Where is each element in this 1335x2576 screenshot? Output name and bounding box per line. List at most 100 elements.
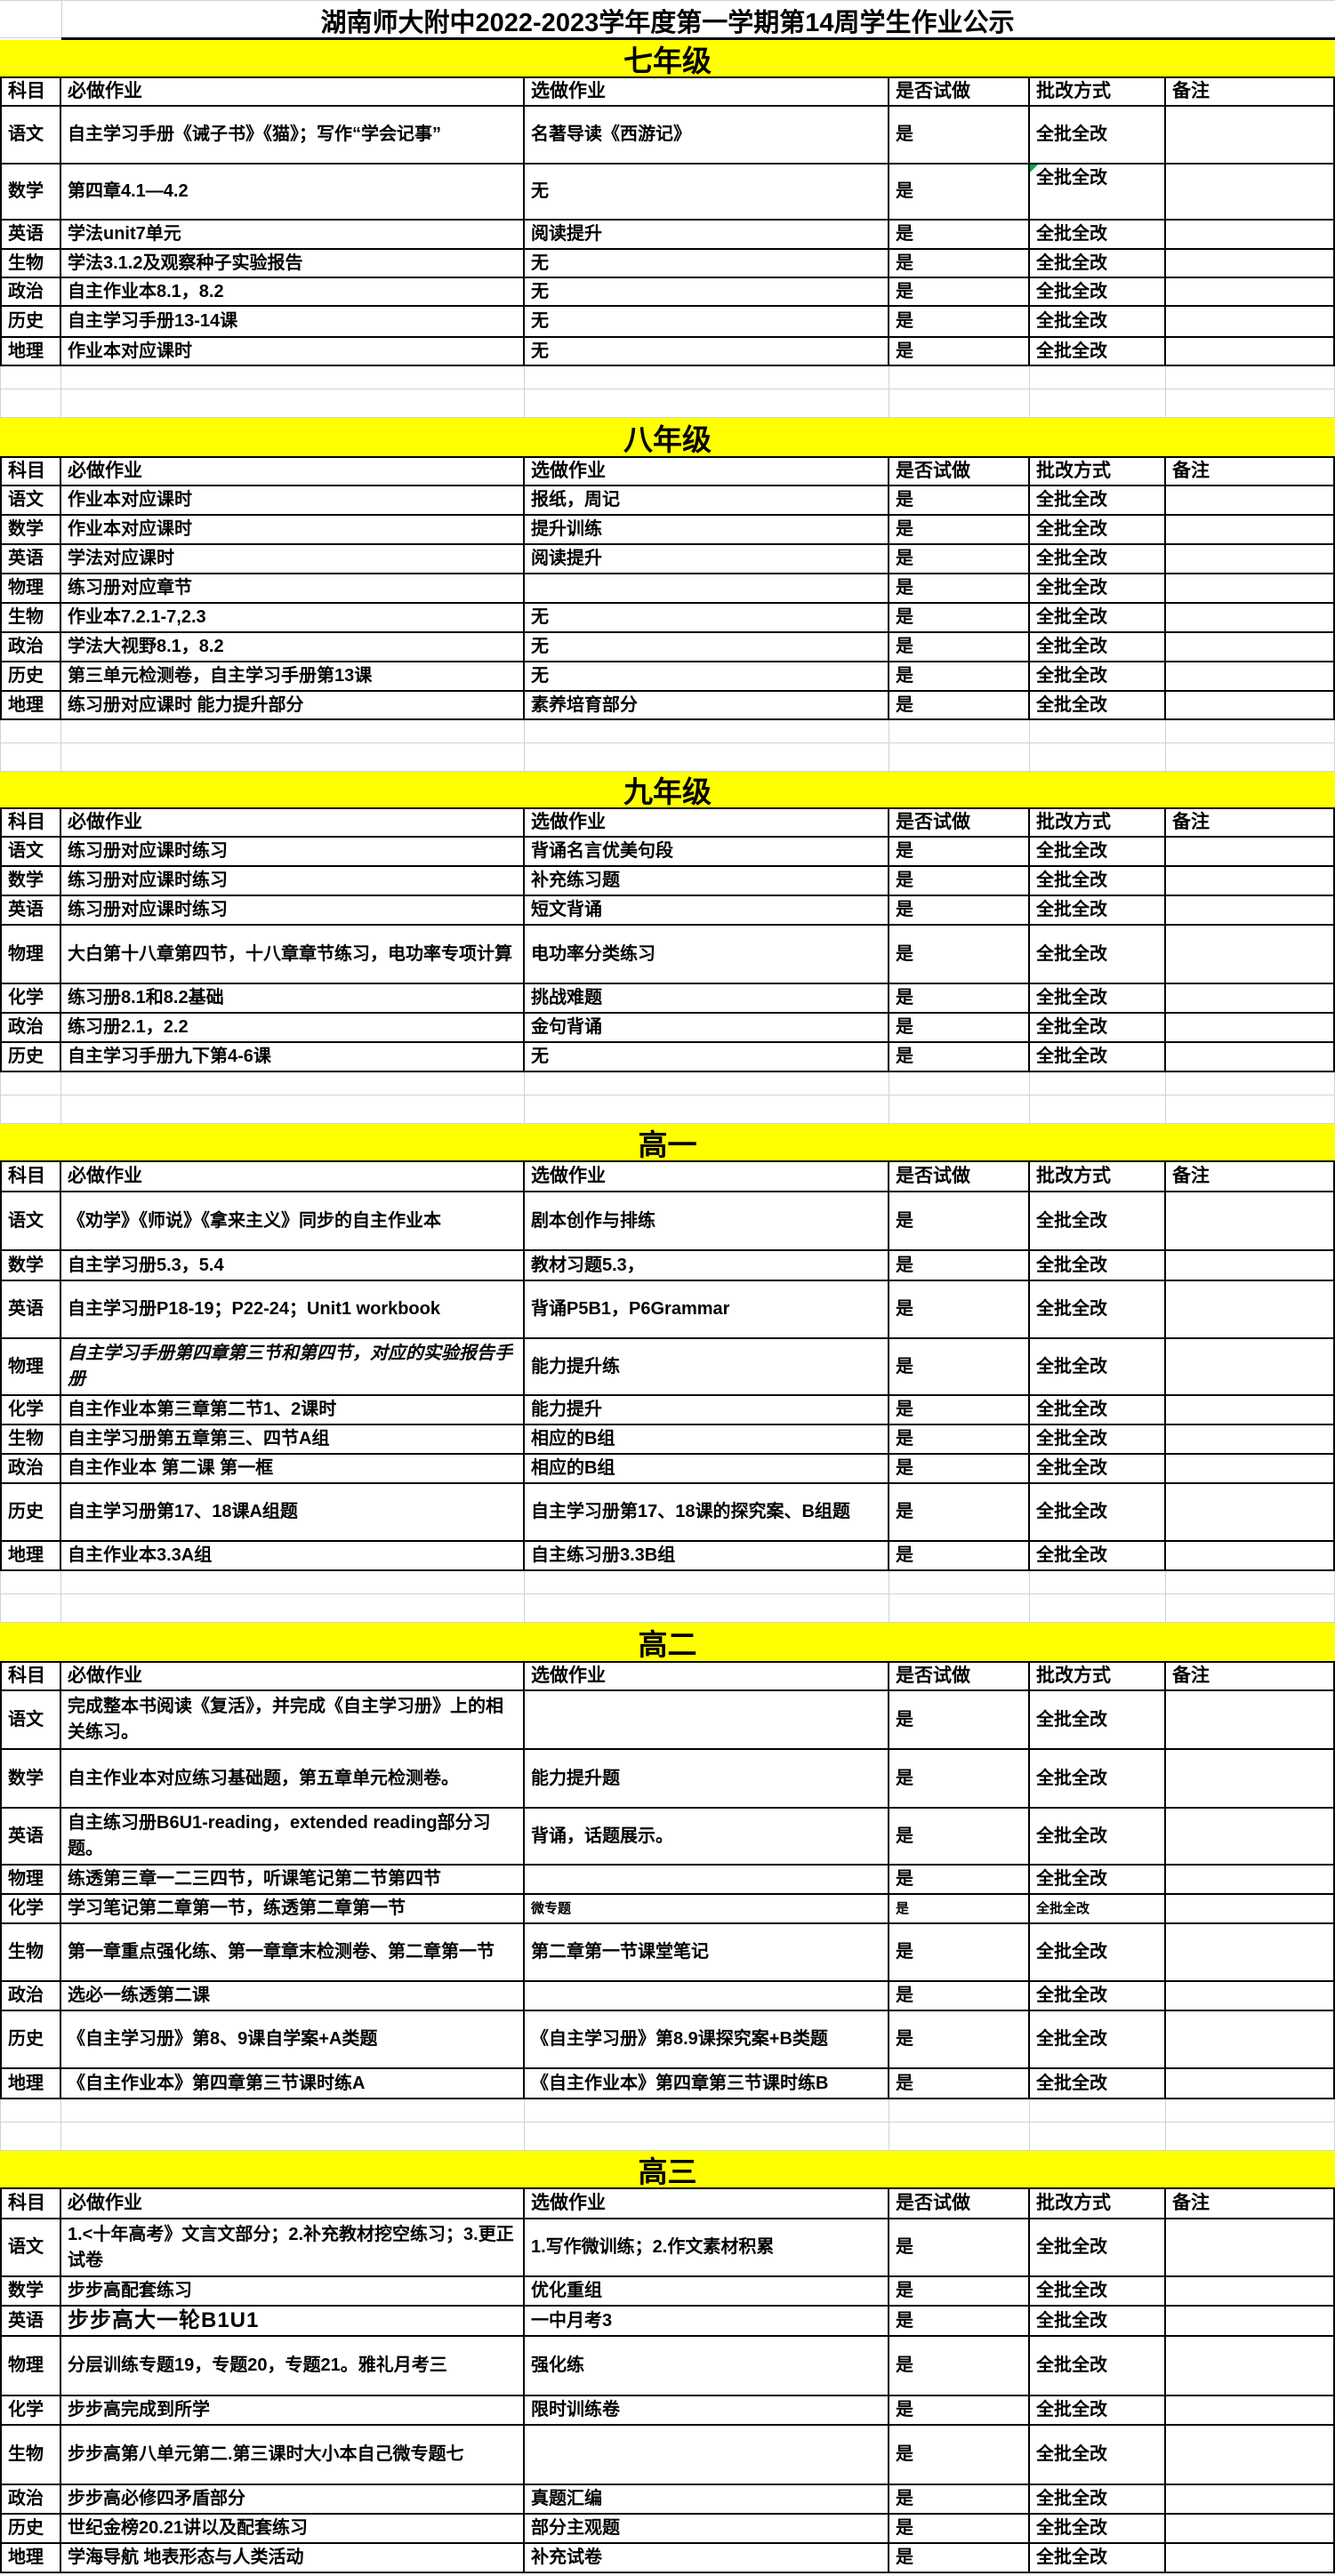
cell-required-homework[interactable]: 学法3.1.2及观察种子实验报告: [61, 250, 525, 277]
page-title[interactable]: 湖南师大附中2022-2023学年度第一学期第14周学生作业公示: [320, 9, 1015, 37]
cell-subject[interactable]: 化学: [0, 1396, 61, 1424]
cell-required-homework[interactable]: 完成整本书阅读《复活》，并完成《自主学习册》上的相关练习。: [61, 1691, 525, 1748]
col-header-grading-method[interactable]: 批改方式: [1030, 1162, 1166, 1191]
cell-remark[interactable]: [1166, 692, 1335, 718]
cell-trial[interactable]: 是: [889, 604, 1030, 631]
cell-subject[interactable]: 生物: [0, 1924, 61, 1980]
cell-remark[interactable]: [1166, 278, 1335, 305]
grade-banner-cell[interactable]: 八年级: [0, 418, 1335, 456]
cell-required-homework[interactable]: 自主学习手册第四章第三节和第四节，对应的实验报告手册: [61, 1339, 525, 1394]
cell-required-homework[interactable]: 《劝学》《师说》《拿来主义》同步的自主作业本: [61, 1192, 525, 1249]
cell-remark[interactable]: [1166, 1484, 1335, 1540]
cell-optional-homework[interactable]: 素养培育部分: [525, 692, 889, 718]
cell-required-homework[interactable]: 自主作业本第三章第二节1、2课时: [61, 1396, 525, 1424]
cell-required-homework[interactable]: 自主学习手册13-14课: [61, 307, 525, 336]
cell-optional-homework[interactable]: 相应的B组: [525, 1425, 889, 1453]
cell-remark[interactable]: [1166, 2544, 1335, 2572]
cell-remark[interactable]: [1166, 984, 1335, 1012]
cell-trial[interactable]: 是: [889, 278, 1030, 305]
col-header-required-homework[interactable]: 必做作业: [61, 1663, 525, 1689]
cell-trial[interactable]: 是: [889, 2219, 1030, 2275]
cell-subject[interactable]: 物理: [0, 574, 61, 602]
cell-grading-method[interactable]: 全批全改: [1030, 896, 1166, 924]
cell-trial[interactable]: 是: [889, 1542, 1030, 1569]
cell-grading-method[interactable]: 全批全改: [1030, 2307, 1166, 2335]
cell-subject[interactable]: 英语: [0, 1809, 61, 1864]
col-header-subject[interactable]: 科目: [0, 809, 61, 836]
cell-grading-method[interactable]: 全批全改: [1030, 1014, 1166, 1041]
cell-trial[interactable]: 是: [889, 2544, 1030, 2572]
cell-remark[interactable]: [1166, 307, 1335, 336]
cell-trial[interactable]: 是: [889, 1192, 1030, 1249]
cell-subject[interactable]: 物理: [0, 926, 61, 983]
cell-required-homework[interactable]: 练透第三章一二三四节，听课笔记第二节第四节: [61, 1866, 525, 1893]
cell-required-homework[interactable]: 作业本对应课时: [61, 516, 525, 543]
cell-required-homework[interactable]: 作业本对应课时: [61, 338, 525, 365]
cell-required-homework[interactable]: 步步高必修四矛盾部分: [61, 2485, 525, 2513]
cell-trial[interactable]: 是: [889, 250, 1030, 277]
cell-subject[interactable]: 历史: [0, 307, 61, 336]
cell-required-homework[interactable]: 练习册对应课时 能力提升部分: [61, 692, 525, 718]
col-header-subject[interactable]: 科目: [0, 1663, 61, 1689]
cell-optional-homework[interactable]: 补充试卷: [525, 2544, 889, 2572]
cell-grading-method[interactable]: 全批全改: [1030, 1866, 1166, 1893]
cell-grading-method[interactable]: 全批全改: [1030, 221, 1166, 248]
col-header-trial[interactable]: 是否试做: [889, 809, 1030, 836]
cell-subject[interactable]: 历史: [0, 662, 61, 690]
cell-subject[interactable]: 历史: [0, 2515, 61, 2542]
cell-grading-method[interactable]: 全批全改: [1030, 574, 1166, 602]
cell-required-homework[interactable]: 选必一练透第二课: [61, 1982, 525, 2010]
cell-remark[interactable]: [1166, 867, 1335, 895]
cell-trial[interactable]: 是: [889, 545, 1030, 573]
cell-required-homework[interactable]: 练习册对应章节: [61, 574, 525, 602]
cell-trial[interactable]: 是: [889, 2307, 1030, 2335]
cell-trial[interactable]: 是: [889, 2277, 1030, 2305]
cell-remark[interactable]: [1166, 250, 1335, 277]
col-header-required-homework[interactable]: 必做作业: [61, 809, 525, 836]
cell-grading-method[interactable]: 全批全改: [1030, 2337, 1166, 2395]
cell-remark[interactable]: [1166, 1895, 1335, 1922]
cell-trial[interactable]: 是: [889, 692, 1030, 718]
cell-optional-homework[interactable]: 金句背诵: [525, 1014, 889, 1041]
cell-grading-method[interactable]: 全批全改: [1030, 1455, 1166, 1482]
cell-required-homework[interactable]: 世纪金榜20.21讲以及配套练习: [61, 2515, 525, 2542]
cell-grading-method[interactable]: 全批全改: [1030, 1425, 1166, 1453]
cell-trial[interactable]: 是: [889, 633, 1030, 661]
cell-optional-homework[interactable]: [525, 2426, 889, 2484]
cell-remark[interactable]: [1166, 896, 1335, 924]
cell-required-homework[interactable]: 第三单元检测卷，自主学习手册第13课: [61, 662, 525, 690]
cell-subject[interactable]: 历史: [0, 1043, 61, 1071]
cell-remark[interactable]: [1166, 1251, 1335, 1280]
cell-remark[interactable]: [1166, 1924, 1335, 1980]
cell-subject[interactable]: 政治: [0, 633, 61, 661]
cell-optional-homework[interactable]: 无: [525, 1043, 889, 1071]
cell-subject[interactable]: 化学: [0, 1895, 61, 1922]
cell-trial[interactable]: 是: [889, 1895, 1030, 1922]
cell-trial[interactable]: 是: [889, 2396, 1030, 2424]
cell-trial[interactable]: 是: [889, 1691, 1030, 1748]
cell-trial[interactable]: 是: [889, 1251, 1030, 1280]
cell-required-homework[interactable]: 自主学习册第17、18课A组题: [61, 1484, 525, 1540]
cell-optional-homework[interactable]: 剧本创作与排练: [525, 1192, 889, 1249]
col-header-subject[interactable]: 科目: [0, 1162, 61, 1191]
cell-optional-homework[interactable]: 优化重组: [525, 2277, 889, 2305]
cell-remark[interactable]: [1166, 165, 1335, 219]
cell-subject[interactable]: 语文: [0, 486, 61, 514]
cell-subject[interactable]: 政治: [0, 1455, 61, 1482]
cell-grading-method[interactable]: 全批全改: [1030, 1982, 1166, 2010]
cell-grading-method[interactable]: 全批全改: [1030, 1043, 1166, 1071]
cell-optional-homework[interactable]: 报纸，周记: [525, 486, 889, 514]
col-header-grading-method[interactable]: 批改方式: [1030, 458, 1166, 485]
cell-required-homework[interactable]: 自主作业本3.3A组: [61, 1542, 525, 1569]
cell-required-homework[interactable]: 练习册8.1和8.2基础: [61, 984, 525, 1012]
col-header-grading-method[interactable]: 批改方式: [1030, 809, 1166, 836]
cell-grading-method[interactable]: 全批全改: [1030, 250, 1166, 277]
cell-required-homework[interactable]: 练习册对应课时练习: [61, 838, 525, 865]
col-header-required-homework[interactable]: 必做作业: [61, 1162, 525, 1191]
cell-trial[interactable]: 是: [889, 1484, 1030, 1540]
cell-optional-homework[interactable]: 无: [525, 338, 889, 365]
col-header-trial[interactable]: 是否试做: [889, 1663, 1030, 1689]
cell-grading-method[interactable]: 全批全改: [1030, 1895, 1166, 1922]
cell-subject[interactable]: 英语: [0, 221, 61, 248]
cell-grading-method[interactable]: 全批全改: [1030, 838, 1166, 865]
